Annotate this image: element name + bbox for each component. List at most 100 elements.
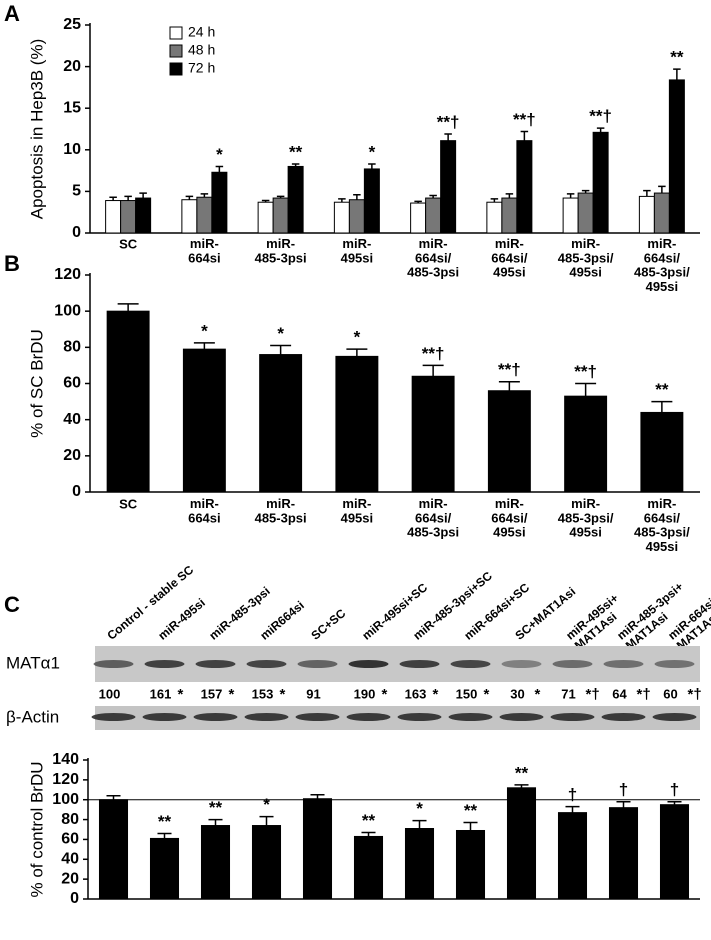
error-bar: [361, 831, 376, 837]
error-bar: [215, 165, 224, 173]
x-tick-label: miR-485-3psi: [255, 496, 307, 525]
legend-swatch: [169, 44, 183, 58]
error-bar: [490, 198, 499, 203]
significance-mark: **: [289, 142, 303, 161]
error-bar: [106, 794, 121, 800]
y-tick-label: 80: [61, 811, 79, 828]
lane-label: SC+SC: [308, 606, 348, 643]
bar: [353, 835, 384, 900]
significance-mark: **†: [589, 107, 612, 126]
significance-mark: *: [369, 142, 376, 161]
x-tick-label: miR-664si/485-3psi: [407, 496, 459, 540]
bar: [149, 837, 180, 900]
error-bar: [520, 130, 529, 141]
error-bar: [414, 200, 422, 204]
bar: [98, 799, 129, 900]
blot-band: [244, 713, 289, 721]
x-tick-label: miR-664si/495si: [491, 236, 528, 280]
blot-band: [295, 713, 340, 721]
bar: [577, 192, 594, 234]
x-tick-label: miR-485-3psi/495si: [558, 496, 614, 540]
blot-band: [499, 713, 544, 721]
significance-mark: **: [515, 763, 529, 782]
blot-band: [601, 713, 646, 721]
bar: [181, 199, 198, 234]
significance-mark: **: [670, 48, 684, 67]
bar: [200, 825, 231, 900]
y-tick-label: 60: [61, 831, 79, 848]
significance-mark: **: [209, 798, 223, 817]
significance-mark: **: [158, 812, 172, 831]
bar: [506, 787, 537, 900]
density-mark: *: [535, 686, 541, 703]
blot-band: [246, 660, 287, 668]
error-bar: [346, 348, 368, 357]
blot-band: [93, 660, 134, 668]
blot-band: [297, 660, 338, 668]
blot-band: [144, 660, 185, 668]
x-tick-label: miR-664si/485-3psi: [407, 236, 459, 280]
bar: [120, 200, 137, 234]
blot-band: [399, 660, 440, 668]
error-bar: [651, 400, 673, 413]
y-tick-label: 120: [54, 266, 81, 283]
bar: [302, 798, 333, 900]
significance-mark: *: [263, 795, 270, 814]
bar: [640, 411, 684, 493]
error-bar: [658, 185, 666, 194]
significance-mark: †: [670, 780, 679, 799]
lane-label: miR-495si+MAT1Asi: [563, 591, 629, 653]
y-tick-label: 25: [63, 16, 81, 33]
significance-mark: †: [619, 780, 628, 799]
error-bar: [139, 192, 147, 199]
bar: [348, 199, 365, 234]
density-mark: *: [433, 686, 439, 703]
panel-label: B: [4, 251, 20, 276]
bar: [557, 812, 588, 900]
panel-label: A: [4, 1, 20, 26]
error-bar: [117, 303, 139, 312]
y-tick-label: 10: [63, 141, 81, 158]
bar: [333, 201, 350, 234]
y-tick-label: 5: [72, 183, 81, 200]
bar: [592, 131, 609, 234]
y-tick-label: 60: [63, 375, 81, 392]
y-tick-label: 120: [52, 771, 79, 788]
bar: [287, 165, 304, 234]
density-value: 64: [612, 686, 627, 701]
error-bar: [208, 818, 223, 826]
x-tick-label: miR-485-3psi: [255, 236, 307, 265]
blot-band: [448, 713, 493, 721]
bar: [105, 200, 122, 234]
bar: [455, 829, 486, 900]
significance-mark: *: [216, 145, 223, 164]
blot-band: [501, 660, 542, 668]
lane-label: miR664si: [257, 598, 306, 643]
blot-band: [603, 660, 644, 668]
bar: [668, 79, 685, 234]
y-axis-label: Apoptosis in Hep3B (%): [27, 39, 46, 219]
bar: [501, 197, 518, 234]
error-bar: [124, 195, 132, 201]
error-bar: [505, 193, 514, 199]
error-bar: [514, 784, 529, 788]
x-tick-label: miR-664si/485-3psi/495si: [634, 236, 690, 294]
error-bar: [261, 199, 270, 203]
bar: [638, 195, 655, 234]
bar: [653, 192, 670, 234]
bar: [562, 197, 579, 234]
legend-label: 24 h: [188, 24, 215, 40]
bar: [486, 201, 503, 234]
density-mark: *: [229, 686, 235, 703]
bar: [211, 171, 228, 234]
error-bar: [596, 127, 605, 133]
bar: [516, 140, 533, 234]
error-bar: [673, 68, 681, 80]
bar: [410, 202, 427, 234]
blot-band: [552, 660, 593, 668]
error-bar: [429, 194, 437, 199]
y-tick-label: 20: [63, 447, 81, 464]
density-value: 190: [354, 686, 376, 701]
error-bar: [422, 364, 444, 377]
